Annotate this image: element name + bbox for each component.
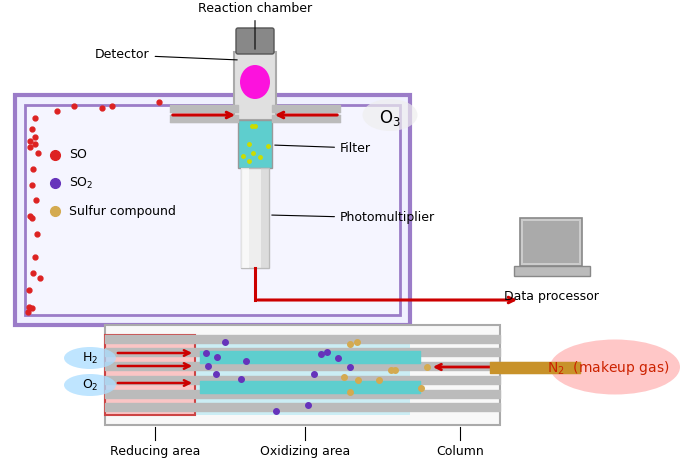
Bar (105, 325, 500, 425)
Text: Oxidizing area: Oxidizing area (260, 445, 350, 458)
Text: Filter: Filter (275, 141, 371, 155)
Text: Data processor: Data processor (503, 290, 598, 303)
Text: Reaction chamber: Reaction chamber (198, 2, 312, 49)
Ellipse shape (64, 374, 116, 396)
Ellipse shape (240, 65, 270, 99)
Text: Column: Column (436, 445, 484, 458)
Text: SO: SO (69, 149, 87, 162)
Text: SO$_2$: SO$_2$ (69, 175, 94, 190)
Bar (241, 168, 249, 268)
Bar (238, 120, 272, 168)
Ellipse shape (64, 347, 116, 369)
Bar (261, 168, 269, 268)
Text: O$_2$: O$_2$ (82, 377, 98, 392)
Text: H$_2$: H$_2$ (82, 351, 98, 366)
Text: Detector: Detector (95, 48, 237, 62)
Text: Photomultiplier: Photomultiplier (272, 212, 435, 225)
Bar (520, 218, 582, 266)
Bar (234, 52, 276, 120)
Bar (514, 266, 590, 276)
Bar (105, 335, 195, 415)
Text: Sulfur compound: Sulfur compound (69, 204, 176, 218)
Bar (25, 105, 400, 315)
Ellipse shape (550, 339, 680, 394)
Ellipse shape (363, 99, 417, 131)
Bar (105, 335, 195, 415)
Bar (15, 95, 410, 325)
FancyBboxPatch shape (236, 28, 274, 54)
Bar (241, 168, 269, 268)
Bar (523, 221, 579, 263)
Bar (195, 335, 410, 415)
Text: O$_3$: O$_3$ (379, 108, 401, 128)
Text: N$_2$  (makeup gas): N$_2$ (makeup gas) (547, 359, 669, 377)
Text: Reducing area: Reducing area (110, 445, 200, 458)
